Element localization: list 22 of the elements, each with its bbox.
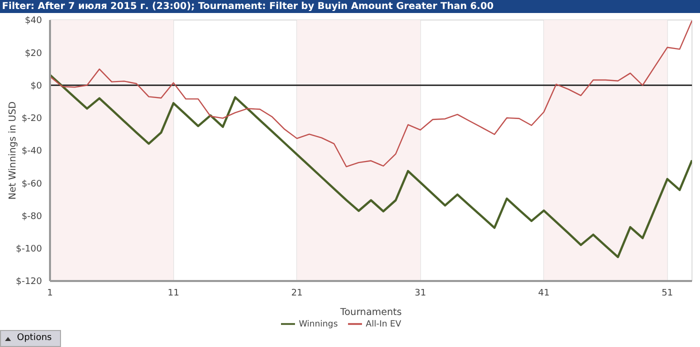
x-tick-label: 1 [47, 288, 53, 298]
y-tick-label: $-100 [16, 244, 42, 255]
legend-label: Winnings [298, 319, 338, 330]
y-tick-label: $40 [24, 16, 42, 26]
x-tick-label: 31 [414, 288, 426, 298]
y-tick-label: $20 [24, 48, 42, 59]
x-tick-label: 21 [291, 288, 303, 298]
x-tick-label: 41 [538, 288, 550, 298]
line-series [50, 74, 692, 258]
y-tick-label: $-60 [22, 179, 42, 190]
y-tick-label: $-80 [22, 212, 42, 222]
x-tick-label: 11 [168, 288, 180, 298]
chart-title: Filter: After 7 июля 2015 г. (23:00); Tournament: Filter by Buyin Amount Greater Than 6.00 [0, 0, 700, 13]
x-axis-title: Tournaments [339, 307, 402, 318]
y-axis-title: Net Winnings in USD [7, 101, 18, 200]
legend-label: All-In EV [366, 319, 402, 330]
y-tick-label: $-40 [22, 146, 42, 157]
text: Options [17, 332, 52, 345]
y-tick-label: $-120 [16, 277, 42, 288]
y-tick-label: $-20 [22, 114, 42, 124]
x-tick-label: 51 [662, 288, 674, 298]
y-tick-label: $0 [30, 81, 42, 92]
